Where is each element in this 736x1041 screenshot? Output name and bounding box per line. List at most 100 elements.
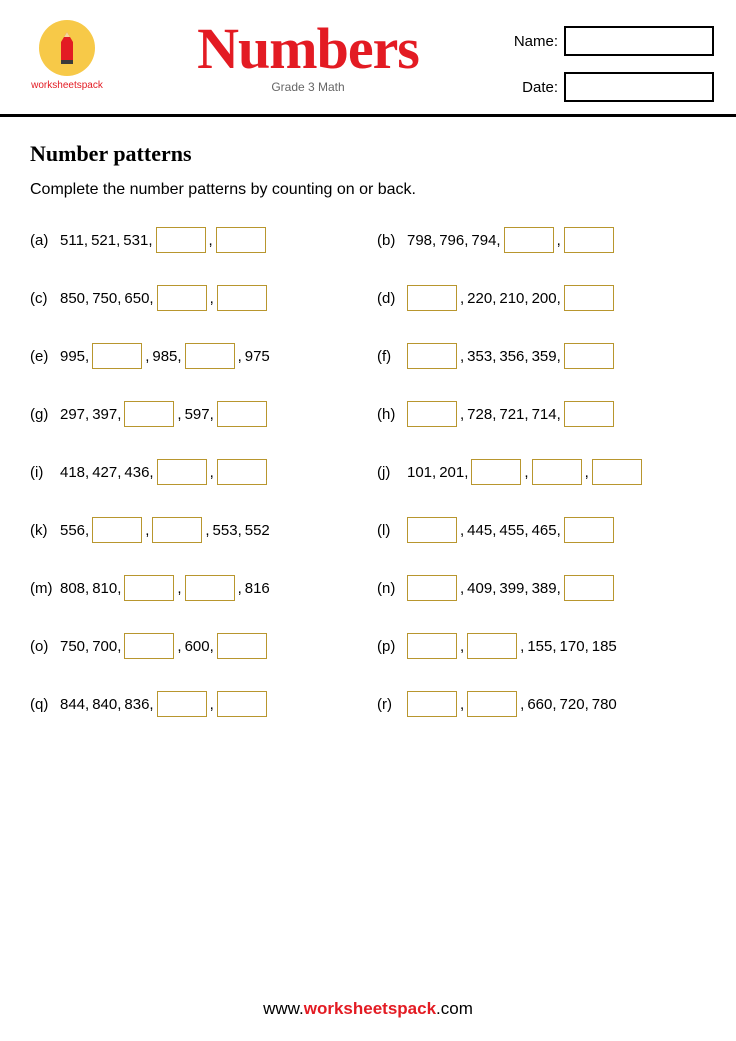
problem-sequence: 798,796,794,, (407, 227, 614, 253)
problem-sequence: 101,201,,, (407, 459, 642, 485)
sequence-token: 399, (499, 580, 528, 597)
problem-row: (k)556,,,553,552 (30, 517, 359, 543)
problem-row: (n),409,399,389, (377, 575, 706, 601)
answer-blank[interactable] (157, 285, 207, 311)
sequence-token: 796, (439, 232, 468, 249)
problem-label: (m) (30, 580, 60, 597)
sequence-token: , (460, 638, 464, 655)
answer-blank[interactable] (407, 633, 457, 659)
problem-sequence: 995,,985,,975 (60, 343, 270, 369)
date-input[interactable] (564, 72, 714, 102)
answer-blank[interactable] (217, 285, 267, 311)
answer-blank[interactable] (124, 633, 174, 659)
answer-blank[interactable] (92, 343, 142, 369)
sequence-token: 170, (560, 638, 589, 655)
sequence-token: , (238, 580, 242, 597)
footer: www.worksheetspack.com (0, 999, 736, 1019)
sequence-token: 975 (245, 348, 270, 365)
sequence-token: 155, (527, 638, 556, 655)
problem-label: (h) (377, 406, 407, 423)
sequence-token: 553, (213, 522, 242, 539)
problem-sequence: 418,427,436,, (60, 459, 267, 485)
answer-blank[interactable] (216, 227, 266, 253)
answer-blank[interactable] (124, 401, 174, 427)
answer-blank[interactable] (407, 575, 457, 601)
answer-blank[interactable] (217, 401, 267, 427)
footer-suffix: .com (436, 999, 473, 1018)
sequence-token: , (209, 232, 213, 249)
sequence-token: , (585, 464, 589, 481)
sequence-token: 409, (467, 580, 496, 597)
sequence-token: 597, (185, 406, 214, 423)
answer-blank[interactable] (217, 691, 267, 717)
problem-sequence: ,220,210,200, (407, 285, 614, 311)
problem-sequence: ,,155,170,185 (407, 633, 617, 659)
header: worksheetspack Numbers Grade 3 Math Name… (0, 0, 736, 114)
problem-label: (l) (377, 522, 407, 539)
answer-blank[interactable] (564, 401, 614, 427)
answer-blank[interactable] (564, 517, 614, 543)
problem-row: (o)750,700,,600, (30, 633, 359, 659)
title-block: Numbers Grade 3 Math (128, 20, 488, 94)
answer-blank[interactable] (217, 459, 267, 485)
answer-blank[interactable] (471, 459, 521, 485)
answer-blank[interactable] (157, 691, 207, 717)
answer-blank[interactable] (467, 691, 517, 717)
logo-block: worksheetspack (22, 20, 112, 91)
answer-blank[interactable] (407, 401, 457, 427)
date-label: Date: (522, 79, 558, 96)
problem-row: (f),353,356,359, (377, 343, 706, 369)
sequence-token: 397, (92, 406, 121, 423)
sequence-token: 418, (60, 464, 89, 481)
problem-sequence: ,445,455,465, (407, 517, 614, 543)
answer-blank[interactable] (407, 343, 457, 369)
sequence-token: , (177, 638, 181, 655)
section-title: Number patterns (30, 141, 706, 167)
sequence-token: 850, (60, 290, 89, 307)
answer-blank[interactable] (564, 575, 614, 601)
answer-blank[interactable] (467, 633, 517, 659)
problem-row: (c)850,750,650,, (30, 285, 359, 311)
answer-blank[interactable] (407, 285, 457, 311)
answer-blank[interactable] (185, 575, 235, 601)
answer-blank[interactable] (532, 459, 582, 485)
sequence-token: , (238, 348, 242, 365)
answer-blank[interactable] (217, 633, 267, 659)
problem-row: (r),,660,720,780 (377, 691, 706, 717)
answer-blank[interactable] (407, 691, 457, 717)
sequence-token: , (205, 522, 209, 539)
date-row: Date: (504, 72, 714, 102)
answer-blank[interactable] (156, 227, 206, 253)
footer-brand: worksheetspack (304, 999, 436, 1018)
answer-blank[interactable] (564, 227, 614, 253)
sequence-token: 185 (592, 638, 617, 655)
name-input[interactable] (564, 26, 714, 56)
sequence-token: 714, (532, 406, 561, 423)
answer-blank[interactable] (185, 343, 235, 369)
answer-blank[interactable] (152, 517, 202, 543)
answer-blank[interactable] (92, 517, 142, 543)
logo-icon (39, 20, 95, 76)
answer-blank[interactable] (407, 517, 457, 543)
sequence-token: 810, (92, 580, 121, 597)
sequence-token: 531, (123, 232, 152, 249)
sequence-token: , (460, 406, 464, 423)
answer-blank[interactable] (504, 227, 554, 253)
problem-sequence: 844,840,836,, (60, 691, 267, 717)
problem-label: (q) (30, 696, 60, 713)
sequence-token: , (145, 348, 149, 365)
answer-blank[interactable] (124, 575, 174, 601)
answer-blank[interactable] (157, 459, 207, 485)
problem-sequence: 297,397,,597, (60, 401, 267, 427)
problem-row: (p),,155,170,185 (377, 633, 706, 659)
sequence-token: 101, (407, 464, 436, 481)
sequence-token: 556, (60, 522, 89, 539)
answer-blank[interactable] (592, 459, 642, 485)
sequence-token: 455, (499, 522, 528, 539)
answer-blank[interactable] (564, 285, 614, 311)
page-title: Numbers (128, 20, 488, 78)
answer-blank[interactable] (564, 343, 614, 369)
sequence-token: 445, (467, 522, 496, 539)
sequence-token: , (210, 290, 214, 307)
sequence-token: , (460, 696, 464, 713)
